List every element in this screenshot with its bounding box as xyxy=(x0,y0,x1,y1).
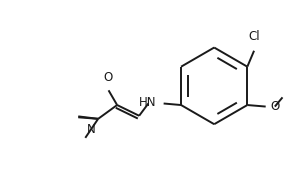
Text: O: O xyxy=(270,100,279,113)
Text: HN: HN xyxy=(139,96,157,109)
Text: N: N xyxy=(87,123,96,135)
Text: Cl: Cl xyxy=(249,30,260,43)
Text: O: O xyxy=(103,71,113,84)
